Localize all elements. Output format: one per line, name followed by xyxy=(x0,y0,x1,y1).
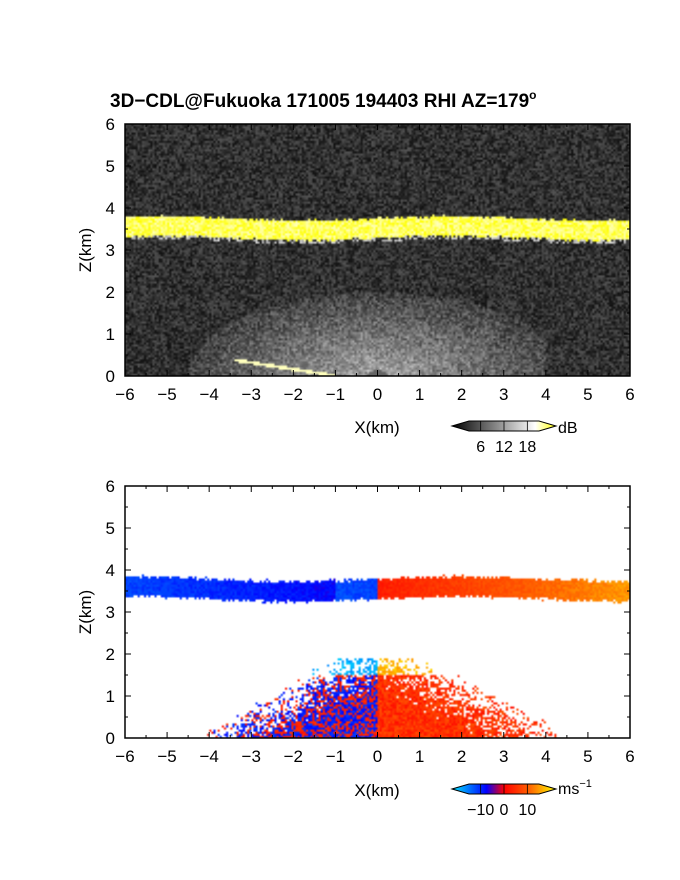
y-tick-label: 3 xyxy=(106,603,115,622)
x-tick-label: −1 xyxy=(326,385,345,404)
x-tick-label: −6 xyxy=(115,747,134,766)
velocity-colorbar-ticks: −10 0 10 xyxy=(467,784,536,819)
x-tick-label: 2 xyxy=(457,385,466,404)
x-tick-label: 3 xyxy=(499,747,508,766)
x-tick-label: 5 xyxy=(583,385,592,404)
x-tick-label: 0 xyxy=(373,747,382,766)
y-tick-label: 1 xyxy=(106,687,115,706)
reflectivity-colorbar: 6 12 18 dB xyxy=(450,420,578,456)
reflectivity-colorbar-ticks: 6 12 18 xyxy=(476,421,536,456)
reflectivity-frame xyxy=(124,123,631,377)
figure-title: 3D−CDL@Fukuoka 171005 194403 RHI AZ=179o xyxy=(110,88,537,112)
colorbar-tick-label: −10 xyxy=(467,802,494,819)
y-tick-label: 6 xyxy=(106,115,115,134)
y-tick-label: 0 xyxy=(106,729,115,748)
x-tick-label: 1 xyxy=(415,747,424,766)
y-tick-label: 5 xyxy=(106,519,115,538)
x-tick-label: −5 xyxy=(157,747,176,766)
velocity-colorbar: −10 0 10 ms−1 xyxy=(450,778,592,819)
reflectivity-colorbar-unit: dB xyxy=(558,420,578,437)
x-tick-label: −6 xyxy=(115,385,134,404)
x-tick-label: −1 xyxy=(326,747,345,766)
reflectivity-y-axis-label: Z(km) xyxy=(76,228,95,272)
colorbar-tick-label: 0 xyxy=(500,802,509,819)
x-tick-label: −2 xyxy=(284,385,303,404)
velocity-y-tick-labels: 0 1 2 3 4 5 6 xyxy=(106,477,115,748)
x-tick-label: −3 xyxy=(242,385,261,404)
y-tick-label: 2 xyxy=(106,645,115,664)
x-tick-label: −3 xyxy=(242,747,261,766)
x-tick-label: 2 xyxy=(457,747,466,766)
velocity-x-tick-labels: −6 −5 −4 −3 −2 −1 0 1 2 3 4 5 6 xyxy=(115,747,634,766)
x-tick-label: 1 xyxy=(415,385,424,404)
reflectivity-x-tick-labels: −6 −5 −4 −3 −2 −1 0 1 2 3 4 5 6 xyxy=(115,385,634,404)
x-tick-label: −4 xyxy=(199,747,218,766)
y-tick-label: 6 xyxy=(106,477,115,496)
y-tick-label: 3 xyxy=(106,241,115,260)
x-tick-label: 5 xyxy=(583,747,592,766)
y-tick-label: 4 xyxy=(106,199,115,218)
x-tick-label: −5 xyxy=(157,385,176,404)
y-tick-label: 0 xyxy=(106,367,115,386)
x-tick-label: 4 xyxy=(541,385,550,404)
velocity-frame xyxy=(124,485,631,739)
reflectivity-x-axis-label: X(km) xyxy=(354,418,399,437)
y-tick-label: 5 xyxy=(106,157,115,176)
x-tick-label: 4 xyxy=(541,747,550,766)
x-tick-label: −2 xyxy=(284,747,303,766)
x-tick-label: 0 xyxy=(373,385,382,404)
y-tick-label: 2 xyxy=(106,283,115,302)
x-tick-label: 6 xyxy=(625,747,634,766)
x-tick-label: 3 xyxy=(499,385,508,404)
reflectivity-image xyxy=(125,124,630,376)
velocity-image xyxy=(125,486,630,738)
colorbar-tick-label: 18 xyxy=(518,439,536,456)
y-tick-label: 4 xyxy=(106,561,115,580)
reflectivity-y-tick-labels: 0 1 2 3 4 5 6 xyxy=(106,115,115,386)
velocity-x-axis-label: X(km) xyxy=(354,781,399,800)
colorbar-tick-label: 12 xyxy=(495,439,513,456)
y-tick-label: 1 xyxy=(106,325,115,344)
colorbar-tick-label: 6 xyxy=(476,439,485,456)
x-tick-label: 6 xyxy=(625,385,634,404)
velocity-colorbar-unit: ms−1 xyxy=(558,778,592,798)
velocity-y-axis-label: Z(km) xyxy=(76,590,95,634)
x-tick-label: −4 xyxy=(199,385,218,404)
colorbar-tick-label: 10 xyxy=(518,802,536,819)
